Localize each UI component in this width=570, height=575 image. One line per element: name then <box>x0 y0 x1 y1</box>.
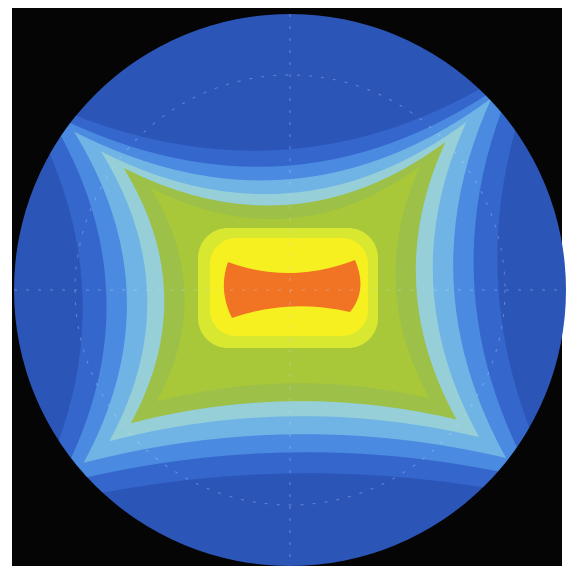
peak-region <box>223 260 361 318</box>
reference-circle <box>74 74 506 506</box>
contours <box>14 14 566 566</box>
